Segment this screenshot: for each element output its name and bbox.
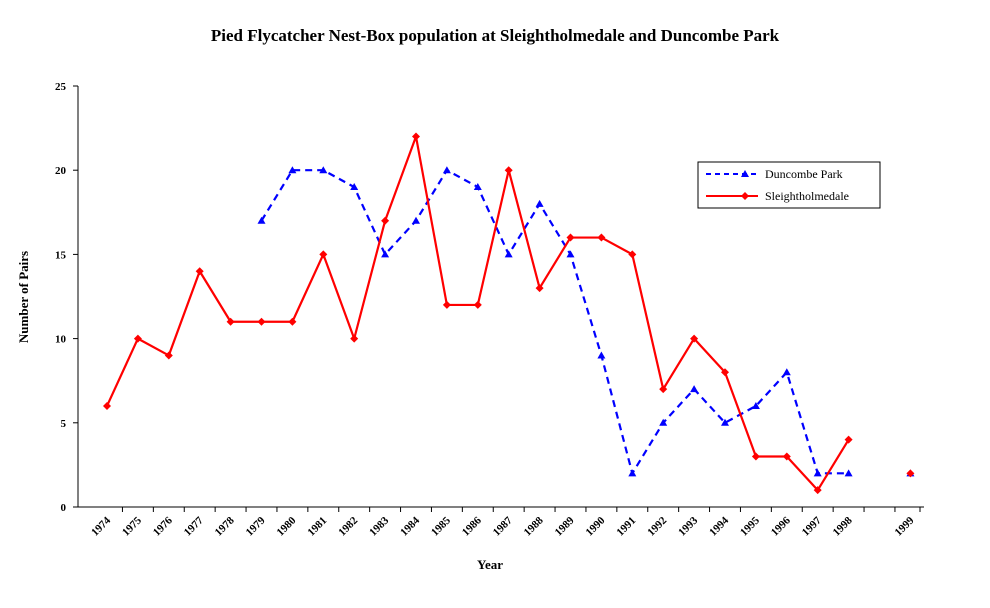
x-tick-label: 1989 xyxy=(553,514,577,538)
data-point-sleightholmedale xyxy=(442,300,451,309)
data-point-sleightholmedale xyxy=(195,267,204,276)
legend-label-sleightholmedale: Sleightholmedale xyxy=(765,189,849,203)
data-point-sleightholmedale xyxy=(350,334,359,343)
x-tick-label: 1991 xyxy=(614,515,638,539)
x-tick-label: 1993 xyxy=(676,514,700,538)
data-point-duncombe-park xyxy=(381,250,390,258)
data-point-sleightholmedale xyxy=(659,385,668,394)
y-tick-label: 20 xyxy=(55,165,67,177)
y-tick-label: 5 xyxy=(61,418,67,430)
data-point-sleightholmedale xyxy=(319,250,328,259)
data-point-duncombe-park xyxy=(751,401,760,409)
data-point-sleightholmedale xyxy=(844,435,853,444)
data-point-duncombe-park xyxy=(628,469,637,477)
series-sleightholmedale xyxy=(103,132,915,495)
x-tick-label: 1988 xyxy=(522,514,546,538)
data-point-sleightholmedale xyxy=(906,469,915,478)
data-point-sleightholmedale xyxy=(288,317,297,326)
data-point-duncombe-park xyxy=(350,183,359,191)
series-layer xyxy=(103,132,915,495)
x-tick-label: 1981 xyxy=(305,515,329,539)
data-point-sleightholmedale xyxy=(690,334,699,343)
legend-marker-sleightholmedale xyxy=(741,192,749,200)
data-point-duncombe-park xyxy=(690,385,699,393)
x-tick-label: 1997 xyxy=(800,514,824,538)
x-tick-label: 1978 xyxy=(213,514,237,538)
data-point-duncombe-park xyxy=(442,166,451,174)
legend-marker-duncombe-park xyxy=(741,170,749,177)
data-point-sleightholmedale xyxy=(566,233,575,242)
legend: Duncombe Park Sleightholmedale xyxy=(697,161,881,209)
data-point-sleightholmedale xyxy=(628,250,637,259)
data-point-sleightholmedale xyxy=(133,334,142,343)
data-point-sleightholmedale xyxy=(504,166,513,175)
data-point-sleightholmedale xyxy=(597,233,606,242)
data-point-duncombe-park xyxy=(659,418,668,426)
data-point-duncombe-park xyxy=(257,216,266,224)
x-tick-label: 1983 xyxy=(367,514,391,538)
x-tick-label: 1996 xyxy=(769,514,793,538)
x-tick-label: 1990 xyxy=(583,514,607,538)
data-point-sleightholmedale xyxy=(535,284,544,293)
x-axis-label: Year xyxy=(477,557,503,572)
y-axis-label: Number of Pairs xyxy=(16,251,31,343)
data-point-sleightholmedale xyxy=(257,317,266,326)
data-point-duncombe-park xyxy=(566,250,575,258)
data-point-duncombe-park xyxy=(597,351,606,359)
x-tick-label: 1995 xyxy=(738,514,762,538)
legend-box xyxy=(697,161,881,209)
chart-title: Pied Flycatcher Nest-Box population at S… xyxy=(211,26,780,45)
series-duncombe-park xyxy=(257,166,915,477)
x-tick-label: 1977 xyxy=(182,514,206,538)
data-point-sleightholmedale xyxy=(164,351,173,360)
data-point-sleightholmedale xyxy=(412,132,420,141)
data-point-sleightholmedale xyxy=(103,401,111,410)
data-point-duncombe-park xyxy=(813,469,822,477)
legend-label-duncombe-park: Duncombe Park xyxy=(765,167,843,181)
data-point-sleightholmedale xyxy=(721,368,729,377)
data-point-duncombe-park xyxy=(473,183,482,191)
y-tick-label: 15 xyxy=(55,249,67,261)
data-point-duncombe-park xyxy=(319,166,328,174)
data-point-sleightholmedale xyxy=(381,216,390,225)
data-point-sleightholmedale xyxy=(751,452,760,461)
y-tick-label: 0 xyxy=(61,502,67,514)
x-tick-label: 1980 xyxy=(274,514,298,538)
x-tick-label: 1984 xyxy=(398,514,422,538)
x-tick-label: 1982 xyxy=(336,514,360,538)
data-point-duncombe-park xyxy=(721,418,729,426)
y-tick-label: 10 xyxy=(55,334,67,346)
x-tick-label: 1975 xyxy=(120,514,144,538)
x-tick-label: 1999 xyxy=(892,514,916,538)
data-point-duncombe-park xyxy=(412,216,420,224)
y-tick-label: 25 xyxy=(55,81,67,93)
data-point-sleightholmedale xyxy=(226,317,235,326)
data-point-sleightholmedale xyxy=(473,300,482,309)
x-tick-label: 1994 xyxy=(707,514,731,538)
data-point-duncombe-park xyxy=(535,199,544,207)
data-point-duncombe-park xyxy=(782,368,791,376)
data-point-duncombe-park xyxy=(288,166,297,174)
data-point-sleightholmedale xyxy=(813,486,822,495)
x-tick-label: 1976 xyxy=(151,514,175,538)
x-tick-label: 1979 xyxy=(244,514,268,538)
x-tick-label: 1974 xyxy=(89,514,113,538)
x-tick-label: 1986 xyxy=(460,514,484,538)
data-point-duncombe-park xyxy=(844,469,853,477)
x-tick-label: 1998 xyxy=(831,514,855,538)
data-point-duncombe-park xyxy=(504,250,513,258)
x-tick-label: 1992 xyxy=(645,514,669,538)
x-tick-label: 1985 xyxy=(429,514,453,538)
series-line-duncombe-park xyxy=(260,169,849,475)
data-point-sleightholmedale xyxy=(782,452,791,461)
x-tick-label: 1987 xyxy=(491,514,515,538)
